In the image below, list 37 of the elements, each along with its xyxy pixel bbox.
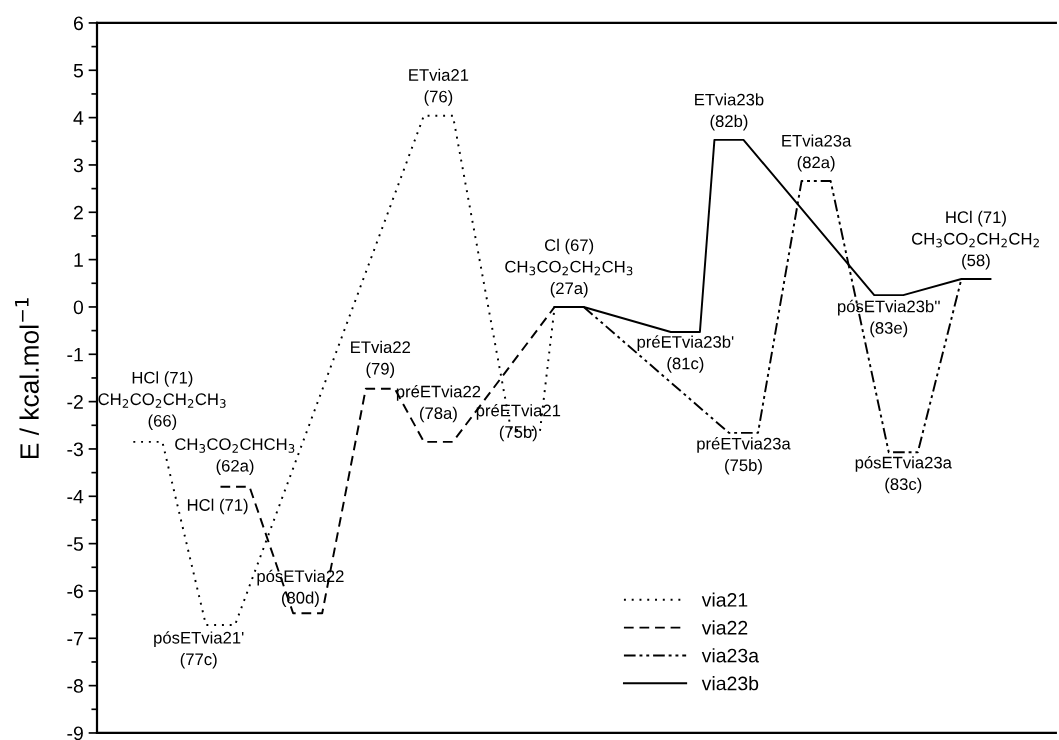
- text: HCl (71) CH$_{3}$CO$_{2}$CH$_{2}$CH$_{2}$ (58): [912, 210, 1039, 270]
- text: Cl (67) CH$_{3}$CO$_{2}$CH$_{2}$CH$_{3}$ (27a): [505, 238, 633, 298]
- annotation: préETvia21 (75b): [476, 403, 561, 442]
- y-tick-label: 4: [73, 111, 84, 125]
- annotation: pósETvia22 (80d): [257, 569, 344, 607]
- y-tick-label: -9: [67, 726, 83, 740]
- y-tick-label: -6: [67, 584, 83, 599]
- annotation: ETvia23b (82b): [695, 93, 764, 131]
- legend-label: via22: [701, 620, 748, 635]
- annotation: pósETvia23b'' (83e): [838, 299, 940, 338]
- y-tick-label: 2: [73, 205, 83, 220]
- y-tick-label: 3: [73, 158, 83, 173]
- annotation: pósETvia23a (83c): [855, 456, 952, 494]
- y-tick-label: -3: [67, 442, 83, 457]
- y-tick-label: 1: [74, 253, 83, 267]
- annotation: ETvia23a (82a): [782, 134, 852, 172]
- legend-label: via23b: [701, 676, 759, 691]
- legend-label: via21: [701, 592, 748, 607]
- y-tick-label: 5: [73, 63, 83, 78]
- legend-label: via23a: [701, 648, 760, 663]
- y-tick-label: 6: [73, 16, 83, 31]
- y-tick-label: -1: [67, 347, 83, 362]
- annotation: pósETvia21' (77c): [154, 631, 244, 669]
- y-tick-label: -5: [67, 537, 83, 551]
- y-tick-label: 0: [73, 300, 84, 315]
- y-axis-title: E / kcal.mol$^{−1}$: [15, 298, 39, 459]
- text: CH$_{3}$CO$_{2}$CHCH$_{3}$ (62a): [175, 438, 295, 475]
- text: HCl (71) CH$_{2}$CO$_{2}$CH$_{2}$CH$_{3}$ (66): [98, 371, 226, 431]
- y-tick-label: -7: [67, 631, 83, 646]
- annotation: préETvia23b' (81c): [637, 335, 734, 373]
- y-tick-label: -4: [67, 489, 84, 504]
- annotation: ETvia21 (76): [409, 68, 469, 106]
- y-tick-label: -8: [67, 679, 83, 693]
- y-tick-label: -2: [67, 395, 83, 409]
- annotation: ETvia22 (79): [351, 340, 411, 378]
- annotation: HCl (71): [187, 498, 248, 515]
- annotation: préETvia23a (75b): [697, 437, 791, 475]
